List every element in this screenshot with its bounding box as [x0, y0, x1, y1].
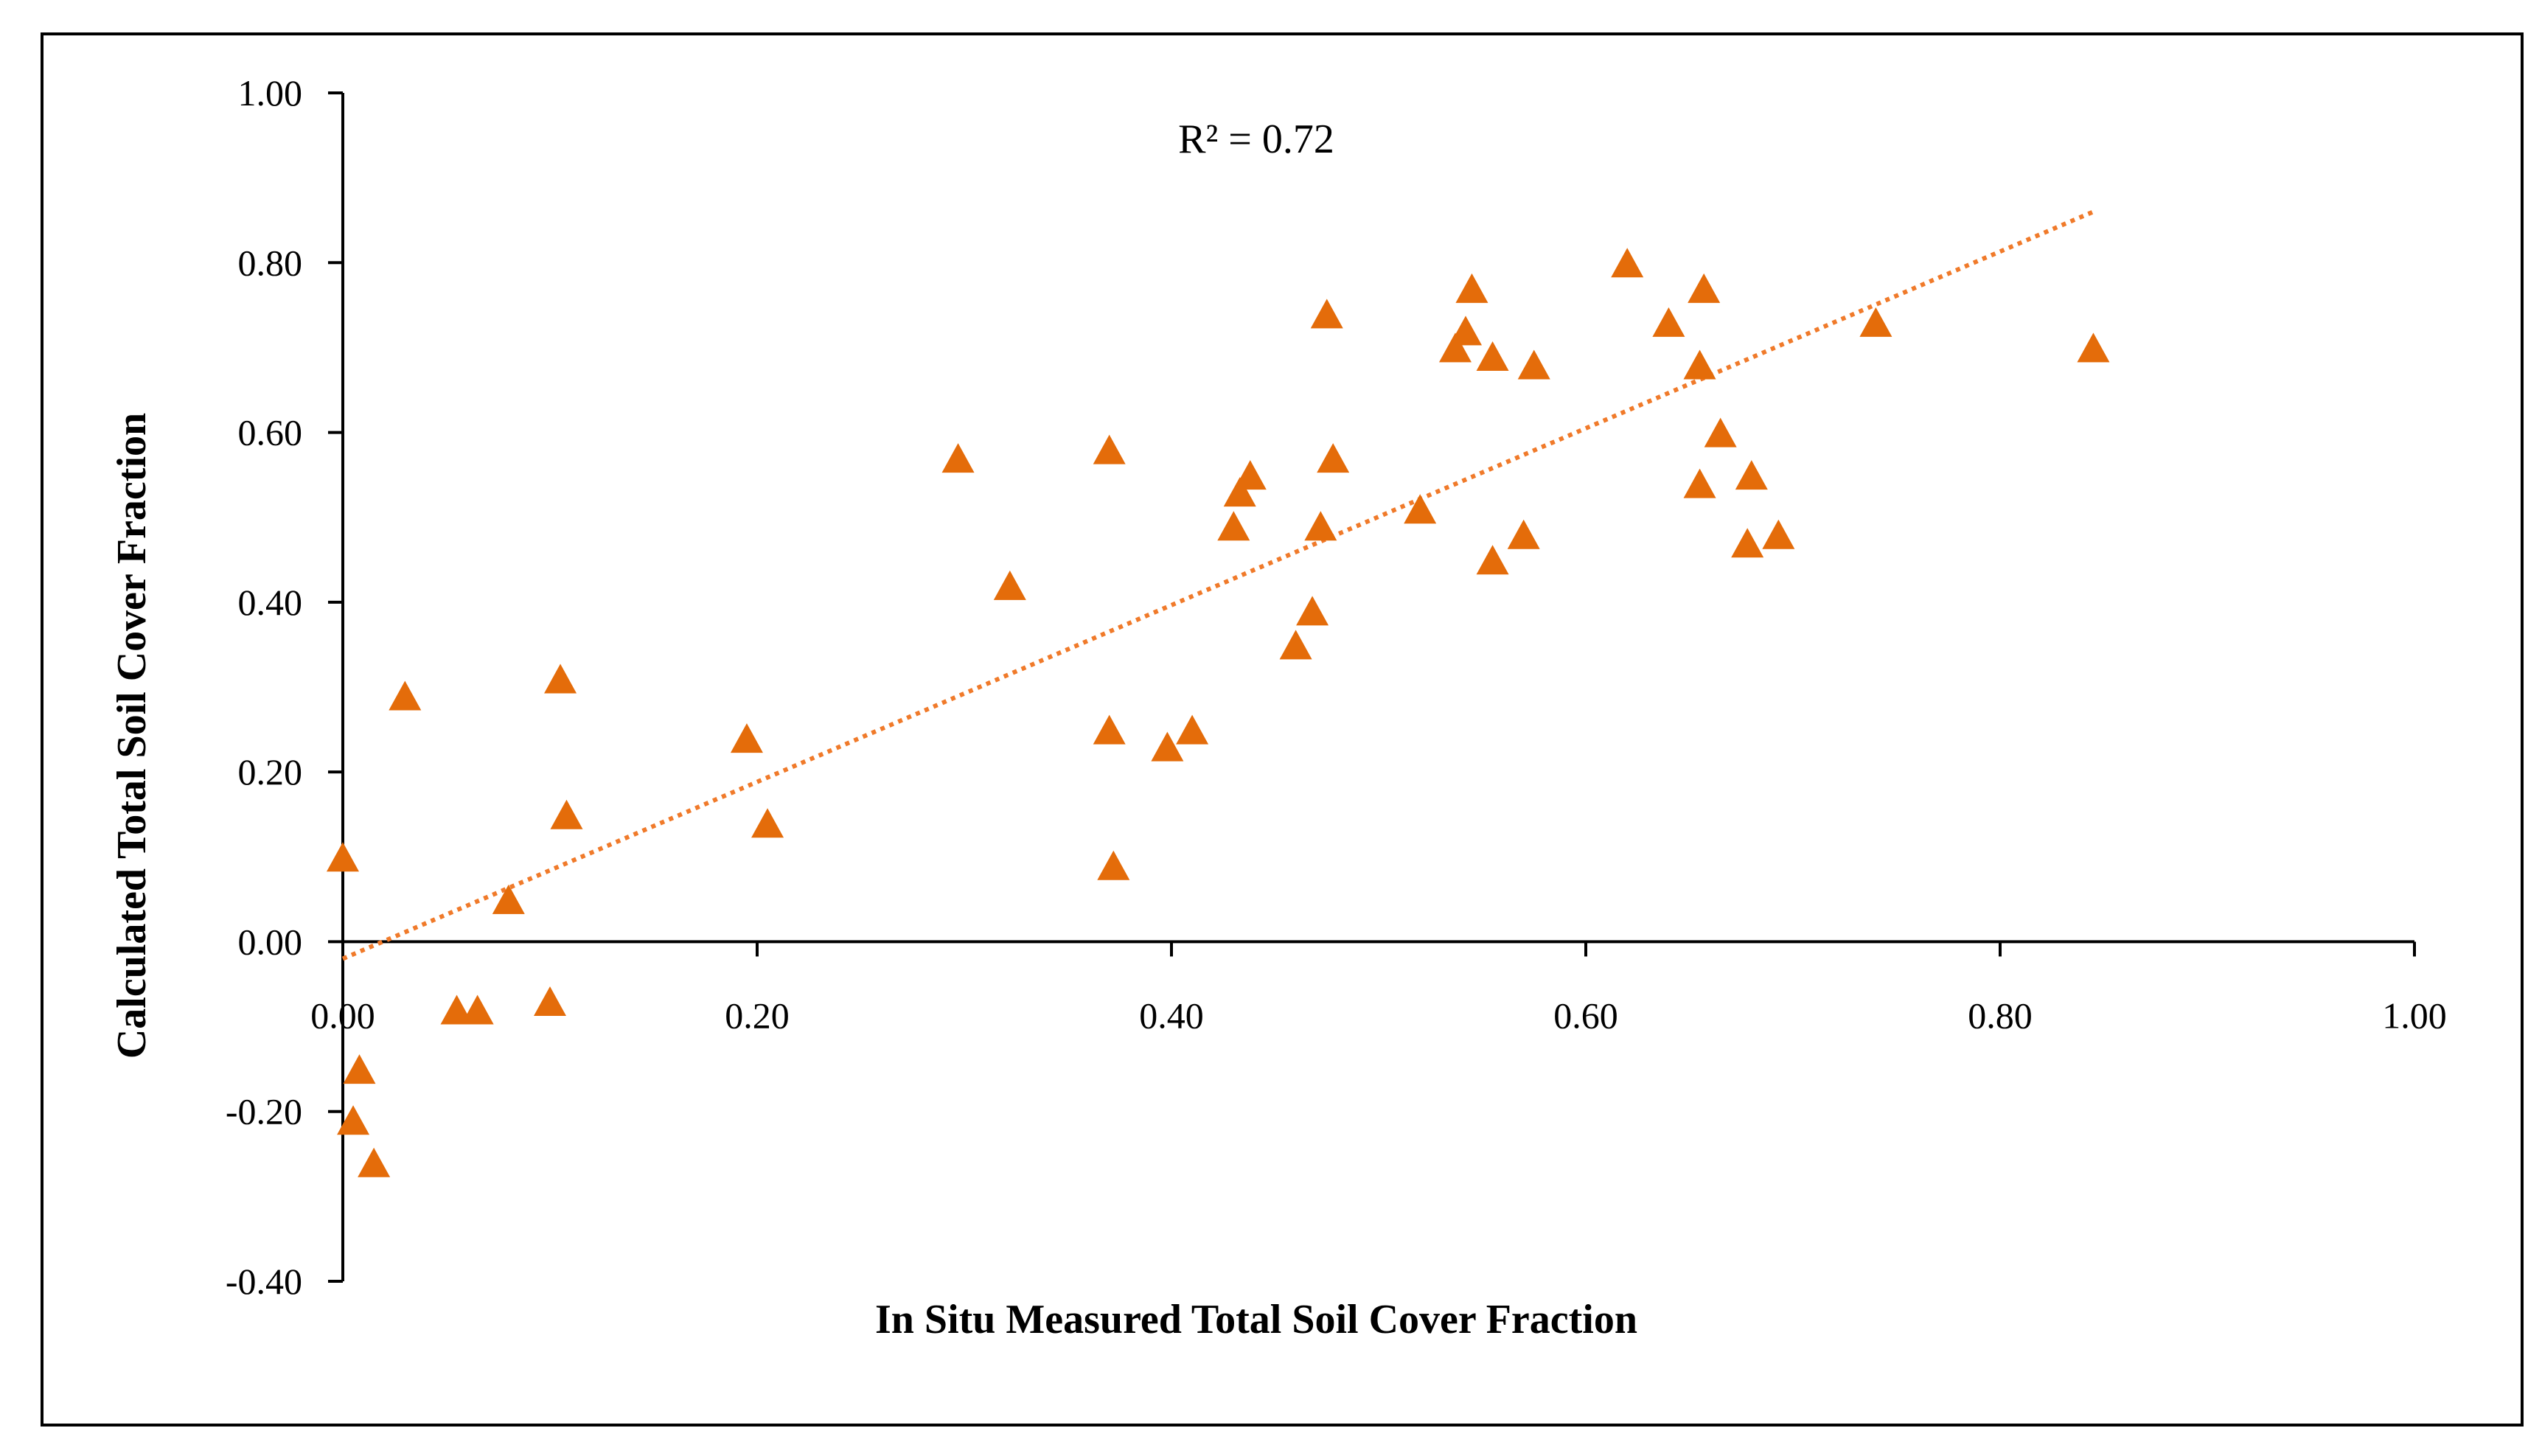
data-point [1517, 349, 1550, 380]
data-point [1097, 850, 1130, 880]
y-axis-title: Calculated Total Soil Cover Fraction [109, 413, 155, 1059]
y-tick-label: 0.60 [238, 412, 303, 453]
scatter-chart: -0.40 -0.20 0.00 0.20 0.40 0.60 0.80 1.00 0.00 0.… [109, 72, 2447, 1342]
data-point [1296, 596, 1329, 626]
data-point [1476, 545, 1509, 575]
tick-labels: -0.40 -0.20 0.00 0.20 0.40 0.60 0.80 1.00 0.00 0.… [226, 72, 2447, 1302]
data-point [1683, 349, 1716, 380]
y-tick-label: 1.00 [238, 72, 303, 114]
data-point [1507, 519, 1540, 549]
data-point [1735, 460, 1768, 490]
x-tick-label: 0.00 [310, 995, 375, 1036]
data-point [461, 995, 494, 1025]
r-squared-annotation: R² = 0.72 [1178, 116, 1334, 162]
x-tick-label: 0.40 [1139, 995, 1204, 1036]
data-point [1683, 468, 1716, 498]
data-point [1304, 511, 1337, 541]
data-point [1476, 341, 1509, 371]
data-point [1093, 434, 1126, 464]
data-point [1404, 494, 1437, 524]
data-point [1438, 332, 1472, 363]
data-point [492, 884, 525, 914]
x-tick-label: 0.80 [1968, 995, 2033, 1036]
data-point [1455, 273, 1488, 303]
data-point [389, 680, 422, 711]
x-tick-label: 1.00 [2382, 995, 2447, 1036]
data-point [1762, 519, 1795, 549]
data-point [1093, 714, 1126, 745]
data-point [2077, 332, 2110, 363]
data-point [358, 1147, 391, 1177]
trendline [341, 209, 2094, 961]
data-point [440, 995, 473, 1025]
data-point [1731, 528, 1764, 558]
y-tick-label: 0.20 [238, 751, 303, 793]
data-point [730, 723, 763, 753]
y-tick-label: -0.20 [226, 1091, 302, 1132]
x-tick-label: 0.60 [1553, 995, 1618, 1036]
points-group [327, 248, 2110, 1177]
data-point [1859, 307, 1892, 337]
data-point [534, 986, 566, 1017]
y-tick-label: -0.40 [226, 1261, 302, 1302]
data-point [337, 1105, 370, 1135]
data-point [1233, 460, 1267, 490]
data-point [1688, 273, 1721, 303]
trendline-group [341, 209, 2094, 961]
data-point [1279, 630, 1312, 660]
y-tick-label: 0.80 [238, 242, 303, 283]
data-point [1652, 307, 1685, 337]
data-point [1217, 511, 1250, 541]
data-point [1151, 731, 1184, 762]
data-point [343, 1054, 376, 1084]
data-point [1317, 443, 1350, 473]
data-point [751, 808, 784, 838]
data-point [1310, 299, 1343, 329]
data-point [1176, 714, 1209, 745]
data-point [1449, 316, 1483, 346]
data-point [544, 663, 577, 694]
data-point [550, 799, 583, 829]
data-point [1223, 477, 1256, 507]
x-axis-title: In Situ Measured Total Soil Cover Fracti… [875, 1297, 1637, 1342]
x-tick-label: 0.20 [725, 995, 790, 1036]
data-point [1611, 248, 1644, 278]
chart-frame: -0.40 -0.20 0.00 0.20 0.40 0.60 0.80 1.00 0.00 0.… [41, 32, 2524, 1427]
data-point [993, 570, 1026, 600]
data-point [1704, 417, 1737, 447]
data-point [327, 842, 359, 872]
data-point [941, 443, 975, 473]
y-tick-label: 0.40 [238, 582, 303, 623]
axes [328, 91, 2416, 1283]
y-tick-label: 0.00 [238, 921, 303, 962]
